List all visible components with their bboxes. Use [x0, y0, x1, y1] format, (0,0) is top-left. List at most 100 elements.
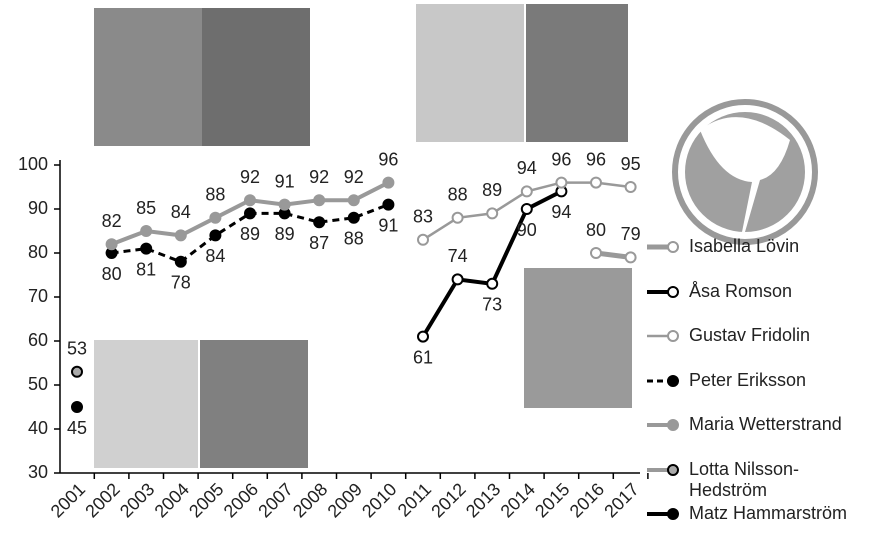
legend-label: Matz Hammarström [689, 503, 848, 523]
value-label: 84 [205, 246, 225, 266]
photo [200, 340, 308, 468]
value-label: 91 [275, 171, 295, 191]
value-label: 94 [517, 158, 537, 178]
point [590, 176, 602, 189]
legend-label: Maria Wetterstrand [689, 414, 842, 434]
value-label: 82 [102, 211, 122, 231]
legend-swatch [647, 374, 679, 387]
legend: Isabella Lövin Åsa Romson Gustav Fridolin P… [645, 236, 890, 542]
value-label: 81 [136, 259, 156, 279]
legend-marker [667, 419, 679, 431]
value-label: 74 [448, 246, 468, 266]
legend-swatch [647, 285, 679, 298]
value-label: 73 [482, 295, 502, 315]
photo [94, 340, 198, 468]
value-label: 80 [102, 264, 122, 284]
x-tick-label: 2006 [220, 479, 262, 521]
x-tick-label: 2012 [427, 479, 469, 521]
value-label: 61 [413, 347, 433, 367]
value-label: 84 [171, 202, 191, 222]
x-tick-label: 2015 [531, 479, 573, 521]
point [382, 176, 395, 189]
value-label: 80 [586, 220, 606, 240]
photo [524, 268, 632, 408]
legend-marker [667, 463, 679, 476]
value-label: 90 [517, 220, 537, 240]
point [105, 238, 118, 251]
point [244, 194, 256, 207]
x-tick-label: 2004 [151, 479, 193, 521]
y-tick-label: 50 [28, 374, 48, 394]
photo [416, 4, 524, 142]
value-label: 96 [378, 149, 398, 169]
value-label: 88 [448, 185, 468, 205]
value-label: 94 [551, 202, 571, 222]
legend-swatch [647, 463, 679, 476]
value-label: 92 [240, 167, 260, 187]
x-tick-label: 2002 [81, 479, 123, 521]
value-label: 53 [67, 339, 87, 359]
x-tick-label: 2013 [462, 479, 504, 521]
x-tick-label: 2011 [394, 479, 436, 521]
point [347, 194, 360, 207]
x-tick-label: 2008 [289, 479, 331, 521]
legend-entry: Åsa Romson [645, 281, 890, 326]
point [140, 242, 153, 255]
point [313, 194, 326, 207]
legend-entry: Lotta Nilsson-Hedström [645, 459, 890, 504]
legend-entry: Isabella Lövin [645, 236, 890, 281]
y-tick-label: 30 [28, 462, 48, 482]
legend-swatch [647, 241, 679, 253]
x-tick-label: 2005 [185, 479, 227, 521]
value-label: 79 [621, 224, 641, 244]
value-label: 92 [344, 167, 364, 187]
legend-swatch [647, 508, 679, 520]
value-label: 91 [378, 215, 398, 235]
point [382, 198, 395, 211]
legend-entry: Peter Eriksson [645, 370, 890, 415]
x-tick-label: 2003 [116, 479, 158, 521]
point [417, 233, 429, 246]
legend-marker [667, 241, 679, 253]
legend-label: Åsa Romson [689, 280, 793, 301]
point [313, 216, 326, 229]
y-tick-label: 70 [28, 286, 48, 306]
legend-label: Gustav Fridolin [689, 325, 811, 345]
point [417, 330, 429, 343]
point [244, 207, 256, 220]
point [174, 255, 187, 268]
value-label: 92 [309, 167, 329, 187]
point [486, 207, 499, 220]
value-label: 95 [621, 154, 641, 174]
y-tick-label: 80 [28, 242, 48, 262]
point [520, 185, 533, 198]
photo [526, 4, 628, 142]
legend-marker [667, 508, 679, 520]
x-tick-label: 2009 [324, 479, 366, 521]
y-tick-label: 60 [28, 330, 48, 350]
value-label: 96 [586, 149, 606, 169]
point [555, 176, 568, 189]
legend-marker [667, 285, 679, 298]
value-label: 88 [205, 185, 225, 205]
value-label: 83 [413, 207, 433, 227]
legend-swatch [647, 419, 679, 431]
value-label: 89 [275, 224, 295, 244]
legend-marker [667, 330, 679, 342]
point [174, 229, 187, 242]
point [71, 365, 83, 378]
x-tick-label: 2007 [254, 479, 296, 521]
value-label: 78 [171, 273, 191, 293]
legend-label: Lotta Nilsson-Hedström [689, 458, 800, 500]
legend-marker [667, 374, 679, 387]
point [278, 198, 291, 211]
legend-label: Peter Eriksson [689, 369, 807, 390]
value-label: 96 [551, 149, 571, 169]
point [71, 401, 83, 413]
value-label: 88 [344, 229, 364, 249]
point [590, 247, 602, 259]
point [520, 203, 533, 215]
x-tick-label: 2016 [566, 479, 608, 521]
value-label: 89 [240, 224, 260, 244]
